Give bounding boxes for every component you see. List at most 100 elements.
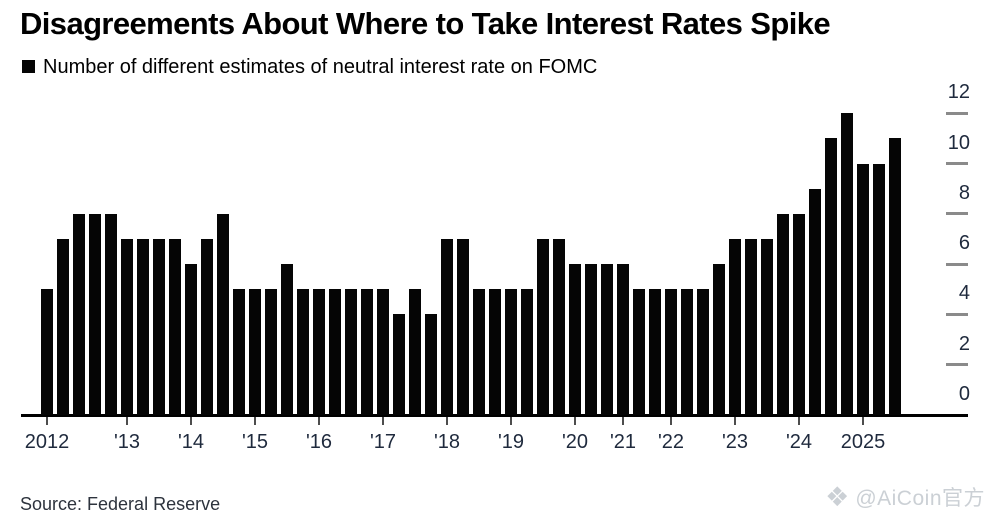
x-axis-label-2025: 2025 bbox=[840, 431, 886, 453]
x-axis-label-20: '20 bbox=[561, 431, 589, 453]
page-title: Disagreements About Where to Take Intere… bbox=[20, 6, 831, 41]
bar-15-2 bbox=[264, 289, 278, 415]
bar-16-2 bbox=[328, 289, 342, 415]
y-axis-label-2: 2 bbox=[958, 332, 970, 355]
bar-14-3 bbox=[216, 213, 230, 415]
source-text: Source: Federal Reserve bbox=[20, 494, 221, 514]
x-axis-label-2012: 2012 bbox=[24, 431, 70, 453]
bar-14-4 bbox=[232, 289, 246, 415]
x-tick-19 bbox=[509, 416, 513, 425]
y-tick-10 bbox=[946, 162, 968, 166]
bar-18-2 bbox=[456, 239, 470, 415]
x-tick-16 bbox=[317, 416, 321, 425]
legend-swatch-icon bbox=[22, 60, 35, 73]
x-tick-2025 bbox=[861, 416, 865, 425]
bar-13-3 bbox=[152, 239, 166, 415]
x-tick-2012 bbox=[45, 416, 49, 425]
bar-2012-2 bbox=[56, 239, 70, 415]
y-tick-8 bbox=[946, 212, 968, 216]
x-axis-label-24: '24 bbox=[785, 431, 813, 453]
x-tick-21 bbox=[621, 416, 625, 425]
bar-2012-3 bbox=[72, 213, 86, 415]
x-tick-13 bbox=[125, 416, 129, 425]
y-axis-label-8: 8 bbox=[958, 181, 970, 204]
bar-14-2 bbox=[200, 239, 214, 415]
bar-15-4 bbox=[296, 289, 310, 415]
y-tick-4 bbox=[946, 312, 968, 316]
bar-22-2 bbox=[680, 289, 694, 415]
x-tick-14 bbox=[189, 416, 193, 425]
bar-13-1 bbox=[120, 239, 134, 415]
bar-21-3 bbox=[648, 289, 662, 415]
bar-15-3 bbox=[280, 264, 294, 415]
bar-22-1 bbox=[664, 289, 678, 415]
bar-17-3 bbox=[408, 289, 422, 415]
x-axis-label-14: '14 bbox=[177, 431, 205, 453]
y-axis-label-4: 4 bbox=[958, 282, 970, 305]
bar-21-1 bbox=[616, 264, 630, 415]
y-axis-label-12: 12 bbox=[947, 81, 970, 104]
bar-2012-1 bbox=[40, 289, 54, 415]
bar-13-4 bbox=[168, 239, 182, 415]
aicoin-logo-icon: ❖ bbox=[825, 481, 850, 512]
x-axis-label-19: '19 bbox=[497, 431, 525, 453]
bar-23-3 bbox=[760, 239, 774, 415]
bar-19-2 bbox=[520, 289, 534, 415]
x-tick-15 bbox=[253, 416, 257, 425]
bar-17-2 bbox=[392, 314, 406, 415]
x-axis-label-22: '22 bbox=[657, 431, 685, 453]
bar-2025-2 bbox=[872, 163, 886, 415]
watermark: ❖ @AiCoin官方 bbox=[825, 482, 985, 512]
bar-24-1 bbox=[792, 213, 806, 415]
legend-label: Number of different estimates of neutral… bbox=[43, 56, 598, 78]
x-axis-label-16: '16 bbox=[305, 431, 333, 453]
x-axis-line bbox=[21, 414, 968, 417]
bar-23-2 bbox=[744, 239, 758, 415]
bar-21-2 bbox=[632, 289, 646, 415]
x-tick-22 bbox=[669, 416, 673, 425]
x-axis-label-17: '17 bbox=[369, 431, 397, 453]
x-tick-17 bbox=[381, 416, 385, 425]
y-axis-label-6: 6 bbox=[958, 232, 970, 255]
x-tick-20 bbox=[573, 416, 577, 425]
legend: Number of different estimates of neutral… bbox=[22, 56, 597, 79]
bar-22-3 bbox=[696, 289, 710, 415]
y-tick-6 bbox=[946, 262, 968, 266]
x-tick-24 bbox=[797, 416, 801, 425]
bar-19-3 bbox=[536, 239, 550, 415]
bar-18-1 bbox=[440, 239, 454, 415]
y-axis-label-0: 0 bbox=[958, 383, 970, 405]
bar-2025-1 bbox=[856, 163, 870, 415]
x-tick-23 bbox=[733, 416, 737, 425]
bar-23-1 bbox=[728, 239, 742, 415]
x-axis-label-18: '18 bbox=[433, 431, 461, 453]
y-tick-12 bbox=[946, 111, 968, 115]
x-axis-label-23: '23 bbox=[721, 431, 749, 453]
bar-16-3 bbox=[344, 289, 358, 415]
bar-2012-5 bbox=[104, 213, 118, 415]
bar-24-2 bbox=[808, 188, 822, 415]
bar-24-3 bbox=[824, 138, 838, 415]
bar-2012-4 bbox=[88, 213, 102, 415]
bar-17-1 bbox=[376, 289, 390, 415]
y-tick-2 bbox=[946, 363, 968, 367]
bar-15-1 bbox=[248, 289, 262, 415]
bar-18-4 bbox=[488, 289, 502, 415]
watermark-label: @AiCoin官方 bbox=[855, 487, 985, 510]
bar-24-4 bbox=[840, 113, 854, 415]
bar-18-3 bbox=[472, 289, 486, 415]
y-axis-label-10: 10 bbox=[947, 131, 970, 154]
bar-23-4 bbox=[776, 213, 790, 415]
x-tick-18 bbox=[445, 416, 449, 425]
x-axis-label-15: '15 bbox=[241, 431, 269, 453]
bar-2025-3 bbox=[888, 138, 902, 415]
bar-20-2 bbox=[584, 264, 598, 415]
bar-13-2 bbox=[136, 239, 150, 415]
bar-17-4 bbox=[424, 314, 438, 415]
bar-16-1 bbox=[312, 289, 326, 415]
bar-19-1 bbox=[504, 289, 518, 415]
bar-14-1 bbox=[184, 264, 198, 415]
bar-19-4 bbox=[552, 239, 566, 415]
